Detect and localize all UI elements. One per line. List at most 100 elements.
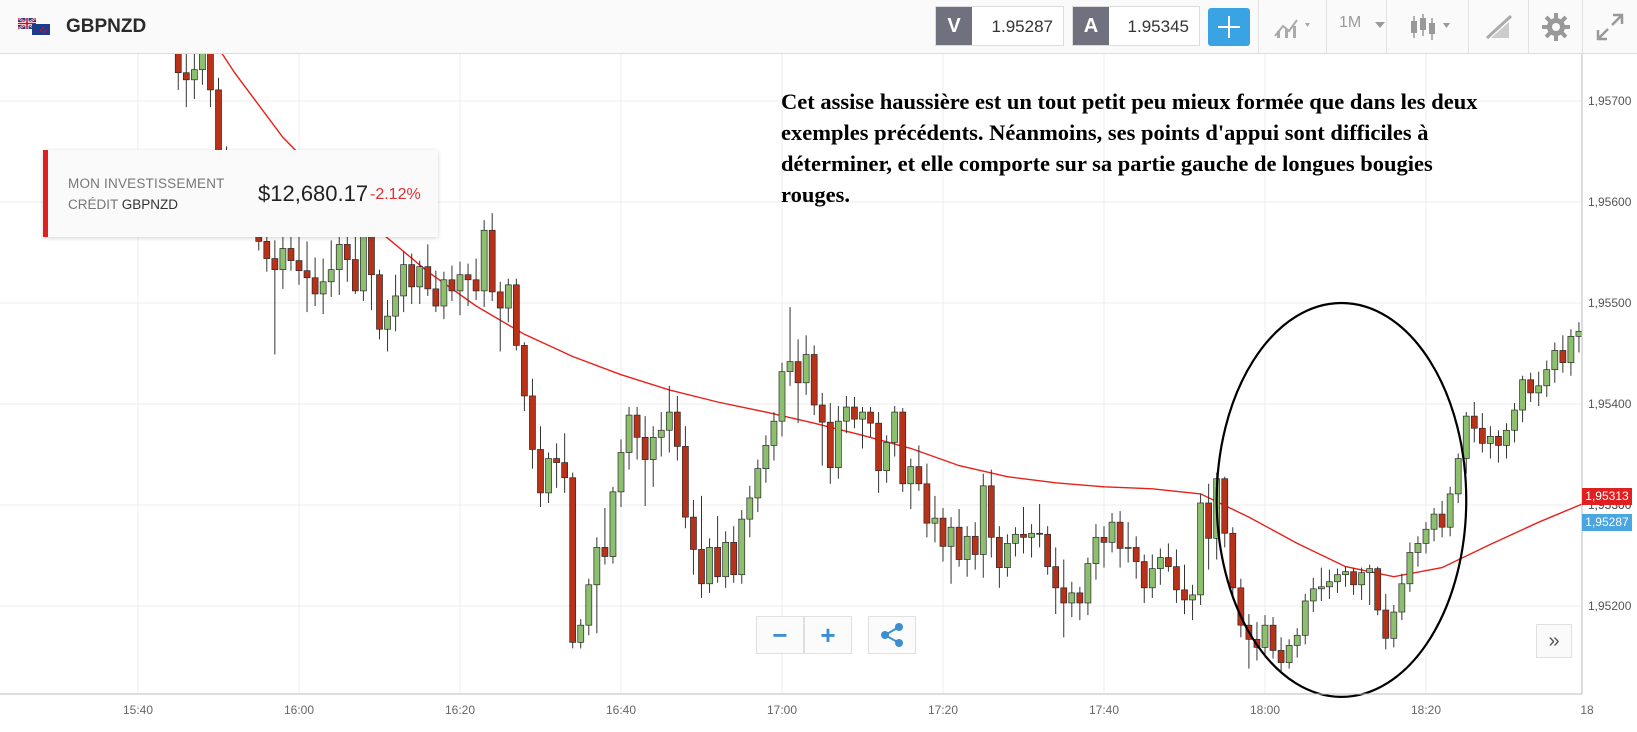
candle-up xyxy=(456,274,464,292)
candle-up xyxy=(834,420,842,468)
crosshair-button[interactable] xyxy=(1208,8,1250,46)
candle xyxy=(834,406,842,479)
candle-down xyxy=(408,264,416,288)
price-chart[interactable]: 15:40 16:00 16:20 16:40 17:00 17:20 17:40 18:00… xyxy=(0,54,1637,732)
candle-down xyxy=(432,288,440,307)
candle-down xyxy=(698,549,705,585)
candle xyxy=(384,299,391,352)
candle-up xyxy=(279,248,287,271)
candle-down xyxy=(1205,502,1213,539)
candle xyxy=(826,402,834,484)
candle xyxy=(673,395,681,461)
candle-up xyxy=(1124,547,1132,549)
candle xyxy=(1543,360,1551,397)
candle xyxy=(867,407,874,438)
candle xyxy=(1173,549,1180,603)
candle xyxy=(939,508,947,562)
candle xyxy=(1567,329,1575,376)
candle-up xyxy=(931,517,939,524)
indicators-button[interactable] xyxy=(1258,0,1326,53)
share-button[interactable] xyxy=(868,616,916,654)
candle-down xyxy=(537,449,544,494)
candle-up xyxy=(577,624,585,643)
buy-price-box[interactable]: A 1.95345 xyxy=(1072,6,1200,46)
candle xyxy=(1301,593,1309,645)
zoom-in-button[interactable]: + xyxy=(804,616,852,654)
y-tick-label: 1,95500 xyxy=(1588,296,1632,310)
candle xyxy=(1108,513,1116,553)
candle xyxy=(907,458,915,510)
candle-up xyxy=(1519,379,1526,411)
x-tick-label: 17:40 xyxy=(1089,703,1119,717)
candle-down xyxy=(263,241,271,259)
candle xyxy=(1132,536,1140,579)
candle xyxy=(1382,593,1390,650)
candle-down xyxy=(1600,349,1606,371)
candle-down xyxy=(376,274,383,330)
draw-tool-button[interactable] xyxy=(1468,0,1528,53)
scroll-to-latest-button[interactable]: » xyxy=(1536,624,1572,658)
candle xyxy=(1156,548,1164,585)
settings-button[interactable] xyxy=(1528,0,1582,53)
candle xyxy=(802,335,810,395)
candle-down xyxy=(1044,533,1052,567)
candle xyxy=(561,433,569,493)
fullscreen-button[interactable] xyxy=(1582,0,1637,53)
candle xyxy=(1414,536,1422,567)
candle xyxy=(883,435,891,483)
candle xyxy=(770,412,778,461)
ma-price-tag: 1,95313 xyxy=(1582,488,1632,505)
candle xyxy=(1487,426,1494,459)
x-tick-label: 15:40 xyxy=(123,703,153,717)
sell-price-box[interactable]: V 1.95287 xyxy=(935,6,1064,46)
candle xyxy=(987,469,995,558)
candle-up xyxy=(1309,588,1317,602)
candle-down xyxy=(1165,557,1172,567)
candle xyxy=(762,435,770,483)
candle xyxy=(448,265,456,301)
candle xyxy=(1317,567,1325,601)
candle xyxy=(754,459,762,513)
candle xyxy=(1116,511,1124,568)
candle xyxy=(859,407,866,449)
candle xyxy=(1462,412,1470,474)
x-tick-label: 16:00 xyxy=(284,703,314,717)
candle xyxy=(1084,557,1092,616)
candle xyxy=(601,508,609,565)
candle xyxy=(1503,423,1510,459)
candle-down xyxy=(1438,513,1446,528)
candle-up xyxy=(947,526,955,547)
candle xyxy=(207,54,214,108)
candle-down xyxy=(424,266,432,290)
candle-down xyxy=(1495,435,1502,446)
annotation-text: Cet assise haussière est un tout petit p… xyxy=(781,89,1478,207)
candle xyxy=(746,485,754,538)
candle-down xyxy=(343,244,351,260)
candle-up xyxy=(1414,543,1422,553)
timeframe-select[interactable]: 1M xyxy=(1326,0,1386,53)
candle xyxy=(1277,637,1285,673)
candle xyxy=(424,244,432,296)
candle-up xyxy=(1358,572,1365,586)
candle-up xyxy=(843,406,850,422)
zoom-out-button[interactable]: − xyxy=(756,616,804,654)
candle-down xyxy=(174,54,182,74)
candle xyxy=(682,426,689,529)
candle-up xyxy=(786,361,794,373)
candle-down xyxy=(1269,624,1277,651)
candle-down xyxy=(714,547,721,578)
chart-type-select[interactable] xyxy=(1386,0,1468,53)
candle xyxy=(730,526,738,583)
candle-up xyxy=(440,279,448,307)
x-tick-label: 17:00 xyxy=(767,703,797,717)
candle-up xyxy=(384,315,391,330)
y-tick-label: 1,95400 xyxy=(1588,397,1632,411)
candle xyxy=(1454,453,1462,503)
x-tick-label: 18 xyxy=(1580,703,1594,717)
candle-down xyxy=(521,345,528,397)
candle-down xyxy=(794,361,802,384)
candle-up xyxy=(1293,634,1301,646)
candle-down xyxy=(182,72,190,81)
candle-up xyxy=(1148,568,1156,589)
candle-down xyxy=(987,485,995,538)
